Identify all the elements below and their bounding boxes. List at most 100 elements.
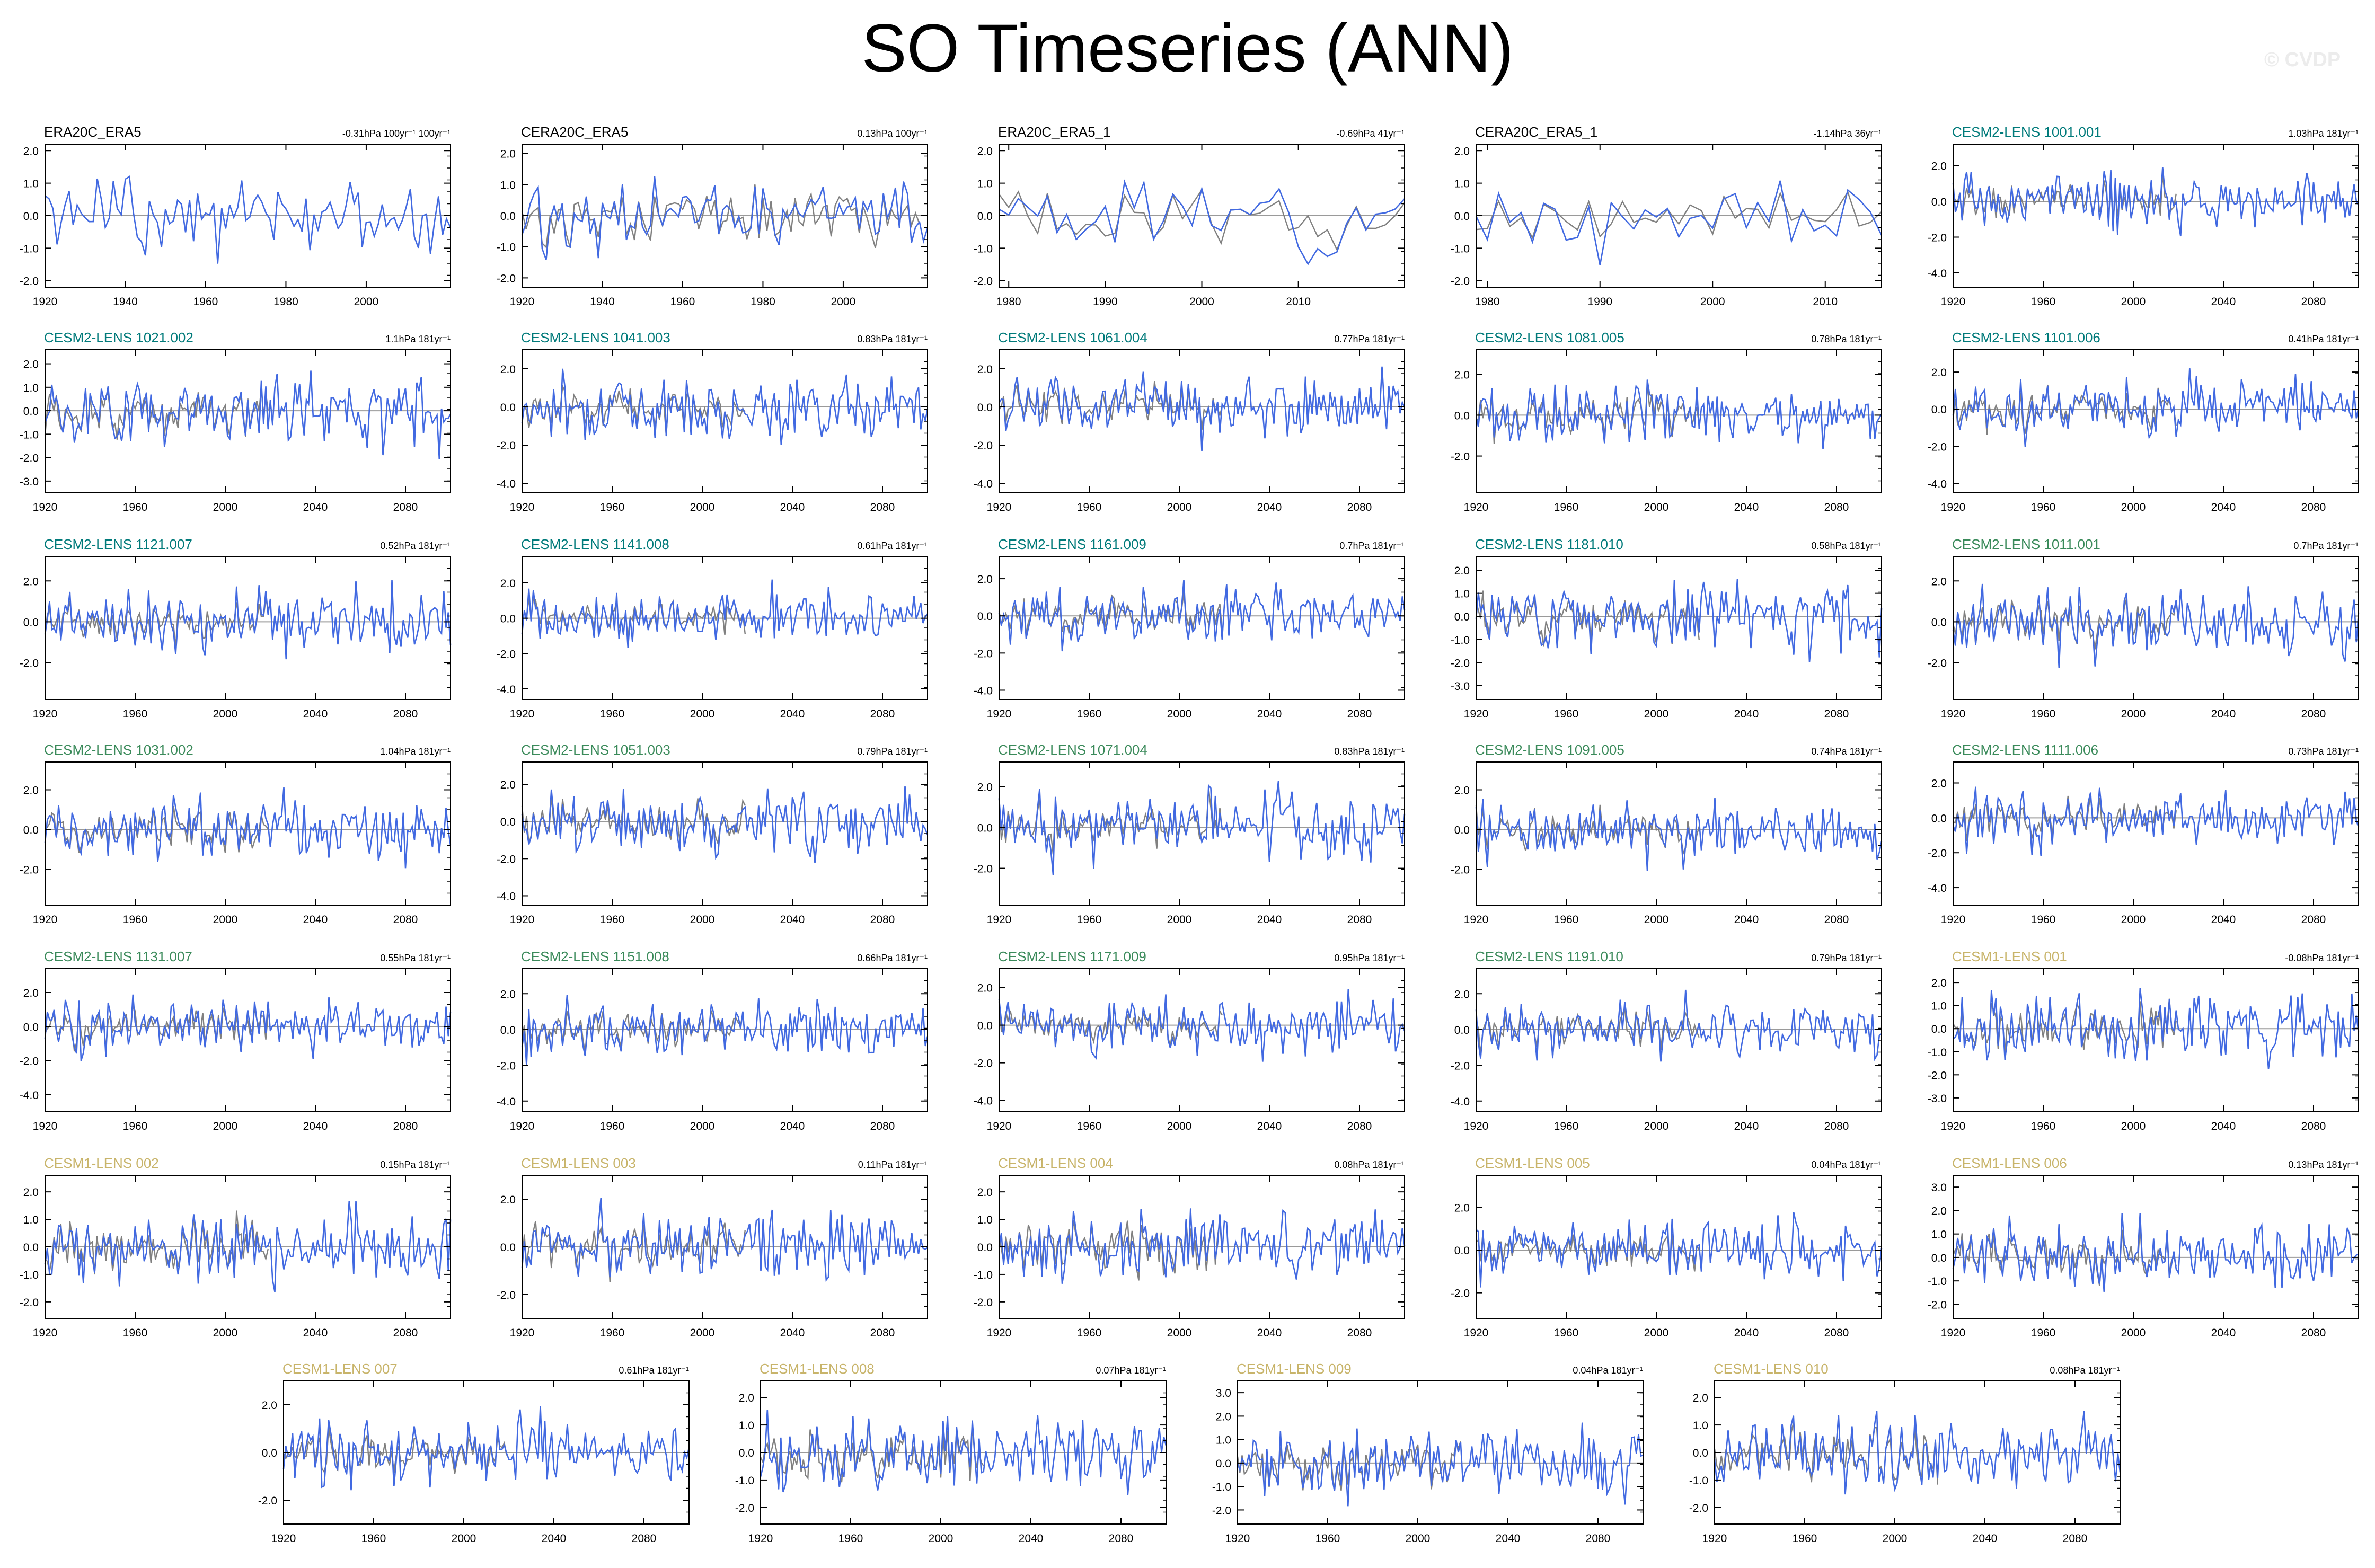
x-tick-label: 2000 (1167, 914, 1192, 926)
panel-trend: -0.08hPa 181yr⁻¹ (2285, 953, 2359, 963)
y-tick-label: 1.0 (1931, 1000, 1947, 1013)
x-tick-label: 1920 (33, 914, 58, 926)
y-tick-label: -1.0 (735, 1475, 754, 1487)
x-tick-label: 2040 (1257, 708, 1282, 720)
x-tick-label: 1920 (510, 501, 535, 513)
y-tick-label: 2.0 (977, 1186, 993, 1199)
y-tick-label: -2.0 (20, 658, 39, 670)
panel-trend: 0.11hPa 181yr⁻¹ (858, 1159, 928, 1170)
model-series-line (1952, 167, 2360, 237)
y-tick-label: 2.0 (23, 575, 39, 588)
panel-title: CESM2-LENS 1141.008 (521, 536, 669, 552)
y-tick-label: -4.0 (497, 478, 516, 490)
x-tick-label: 1920 (987, 501, 1012, 513)
y-tick-label: -4.0 (974, 685, 993, 697)
panel: CERA20C_ERA5_1 -1.14hPa 36yr⁻¹ -2.0 -1.0 0.0… (1451, 124, 1883, 308)
x-tick-label: 1920 (1941, 708, 1966, 720)
obs-series-line (44, 387, 269, 440)
x-tick-label: 1980 (996, 296, 1021, 308)
x-tick-label: 2000 (1644, 708, 1669, 720)
panel-trend: 0.95hPa 181yr⁻¹ (1334, 953, 1405, 963)
panel-trend: 0.74hPa 181yr⁻¹ (1811, 746, 1882, 757)
panel: CESM2-LENS 1111.006 0.73hPa 181yr⁻¹ -4.0 -2… (1928, 742, 2360, 926)
x-tick-label: 1920 (1464, 1327, 1489, 1339)
y-tick-label: -2.0 (1451, 1060, 1470, 1072)
panel: CESM2-LENS 1061.004 0.77hPa 181yr⁻¹ -4.0 -2… (974, 330, 1406, 513)
panel-trend: 0.55hPa 181yr⁻¹ (380, 953, 451, 963)
panel-title: CESM2-LENS 1131.007 (44, 949, 192, 964)
model-series-line (1952, 1213, 2359, 1292)
x-tick-label: 2000 (1644, 501, 1669, 513)
x-tick-label: 2000 (690, 1120, 715, 1132)
y-tick-label: -2.0 (497, 440, 516, 452)
y-tick-label: -2.0 (974, 1297, 993, 1309)
model-series-line (1475, 180, 1883, 265)
plot-frame (1953, 761, 2359, 906)
y-tick-label: -3.0 (20, 476, 39, 488)
model-series-line (44, 1201, 452, 1292)
model-series-line (1953, 988, 2360, 1069)
y-tick-label: -2.0 (1212, 1504, 1231, 1517)
y-tick-label: 2.0 (1693, 1392, 1708, 1404)
y-tick-label: 2.0 (500, 1194, 516, 1206)
plot-frame (522, 761, 928, 906)
panel-title: CESM2-LENS 1161.009 (998, 536, 1146, 552)
y-tick-label: 0.0 (500, 210, 516, 223)
x-tick-label: 2040 (303, 708, 328, 720)
x-tick-label: 1920 (748, 1532, 773, 1545)
x-tick-label: 2000 (1167, 1120, 1192, 1132)
x-tick-label: 2080 (1824, 914, 1849, 926)
x-tick-label: 1980 (1475, 296, 1500, 308)
panel: CESM2-LENS 1031.002 1.04hPa 181yr⁻¹ -2.0 0.… (20, 742, 452, 926)
panel-trend: -0.69hPa 41yr⁻¹ (1336, 128, 1405, 139)
panel-title: CESM2-LENS 1031.002 (44, 742, 193, 758)
y-tick-label: -4.0 (497, 684, 516, 696)
x-tick-label: 1940 (113, 296, 138, 308)
y-tick-label: 2.0 (500, 364, 516, 376)
panel-trend: 0.13hPa 100yr⁻¹ (857, 128, 928, 139)
y-tick-label: 0.0 (1931, 812, 1947, 825)
x-tick-label: 1960 (2031, 1120, 2056, 1132)
model-series-line (998, 781, 1406, 875)
x-tick-label: 1920 (1225, 1532, 1250, 1545)
panel: CESM1-LENS 010 0.08hPa 181yr⁻¹ -2.0 -1.0 0.0… (1689, 1361, 2121, 1545)
y-tick-label: -2.0 (497, 272, 516, 285)
x-tick-label: 1920 (510, 914, 535, 926)
panel-trend: 1.04hPa 181yr⁻¹ (380, 746, 451, 757)
x-tick-label: 1960 (670, 296, 695, 308)
y-tick-label: -4.0 (497, 1096, 516, 1108)
model-series-line (44, 370, 452, 459)
x-tick-label: 1980 (273, 296, 298, 308)
y-tick-label: -2.0 (1928, 658, 1947, 670)
panel-trend: -1.14hPa 36yr⁻¹ (1813, 128, 1882, 139)
panel: ERA20C_ERA5 -0.31hPa 100yr⁻¹ 100yr⁻¹ -2.0 -… (20, 124, 452, 308)
y-tick-label: -4.0 (1928, 478, 1947, 490)
x-tick-label: 2000 (213, 1327, 238, 1339)
obs-series-line (521, 1221, 746, 1282)
panel: CESM1-LENS 002 0.15hPa 181yr⁻¹ -2.0 -1.0 0.0… (20, 1155, 452, 1339)
x-tick-label: 2040 (303, 1327, 328, 1339)
x-tick-label: 2040 (780, 1327, 805, 1339)
y-tick-label: -2.0 (974, 440, 993, 452)
x-tick-label: 2080 (1347, 1120, 1372, 1132)
x-tick-label: 1960 (361, 1532, 386, 1545)
y-tick-label: -2.0 (20, 1297, 39, 1309)
y-tick-label: -4.0 (1928, 882, 1947, 894)
plot-frame (1953, 144, 2359, 288)
x-tick-label: 2080 (1109, 1532, 1134, 1545)
x-tick-label: 1920 (1941, 501, 1966, 513)
y-tick-label: -2.0 (20, 276, 39, 288)
panel-title: CERA20C_ERA5_1 (1475, 124, 1597, 140)
y-tick-label: 0.0 (1693, 1447, 1708, 1459)
panel-trend: 0.07hPa 181yr⁻¹ (1096, 1365, 1166, 1376)
model-series-line (1476, 1212, 1883, 1288)
x-tick-label: 2000 (2121, 1327, 2146, 1339)
y-tick-label: 2.0 (1454, 988, 1470, 1000)
x-tick-label: 1920 (510, 1120, 535, 1132)
x-tick-label: 1920 (510, 296, 535, 308)
y-tick-label: 0.0 (1454, 611, 1470, 623)
model-series-line (44, 787, 452, 869)
y-tick-label: -1.0 (974, 243, 993, 255)
panel: CESM1-LENS 007 0.61hPa 181yr⁻¹ -2.0 0.0 2.0 1… (258, 1361, 690, 1545)
